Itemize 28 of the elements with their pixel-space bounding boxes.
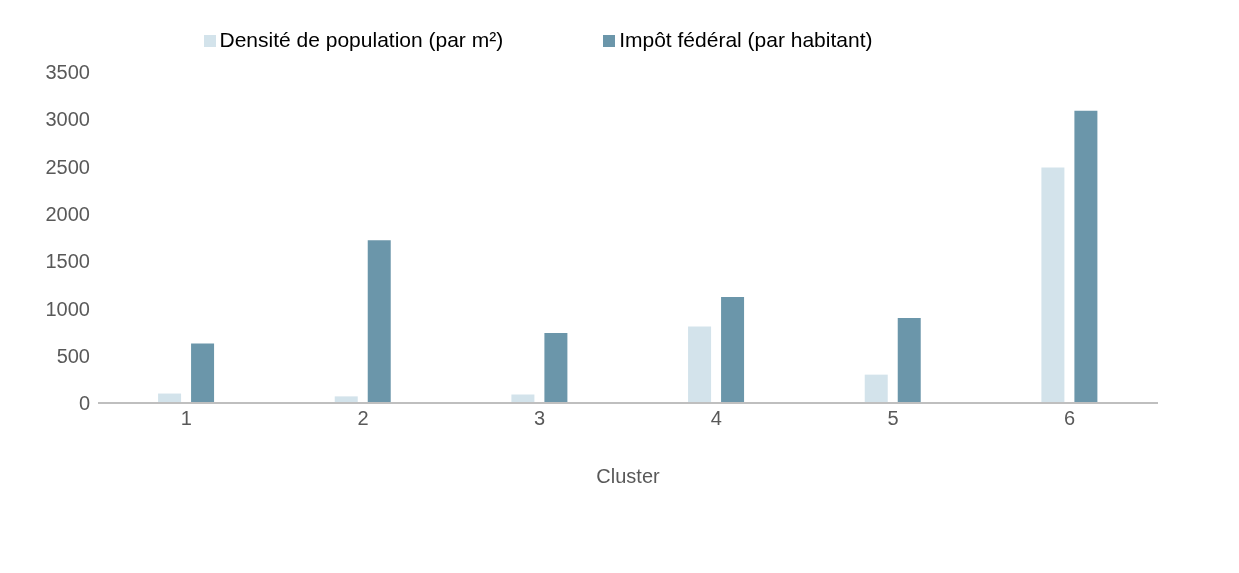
x-tick-label: 2 [357, 407, 369, 430]
bar [191, 343, 215, 403]
bar [334, 396, 358, 403]
x-tick-label: 5 [887, 407, 899, 430]
bar [367, 240, 391, 403]
y-tick-label: 500 [56, 344, 90, 367]
bar [721, 297, 745, 403]
bar [1041, 167, 1065, 403]
legend-label: Impôt fédéral (par habitant) [619, 28, 873, 51]
x-tick-label: 1 [180, 407, 192, 430]
x-axis-title: Cluster [596, 465, 661, 487]
bar [897, 317, 921, 403]
bar [511, 394, 535, 403]
y-tick-label: 3500 [45, 61, 90, 84]
bar [688, 326, 712, 403]
bar [544, 333, 568, 403]
x-tick-label: 4 [710, 407, 722, 430]
y-tick-label: 2500 [45, 155, 90, 178]
y-tick-label: 2000 [45, 202, 90, 225]
bar [864, 374, 888, 403]
y-tick-label: 1500 [45, 250, 90, 273]
x-tick-label: 6 [1064, 407, 1076, 430]
legend-label: Densité de population (par m²) [219, 28, 504, 51]
y-tick-label: 3000 [45, 108, 90, 131]
y-tick-label: 1000 [45, 297, 90, 320]
y-tick-label: 0 [78, 392, 90, 415]
x-tick-label: 3 [534, 407, 546, 430]
bar [1074, 110, 1098, 403]
